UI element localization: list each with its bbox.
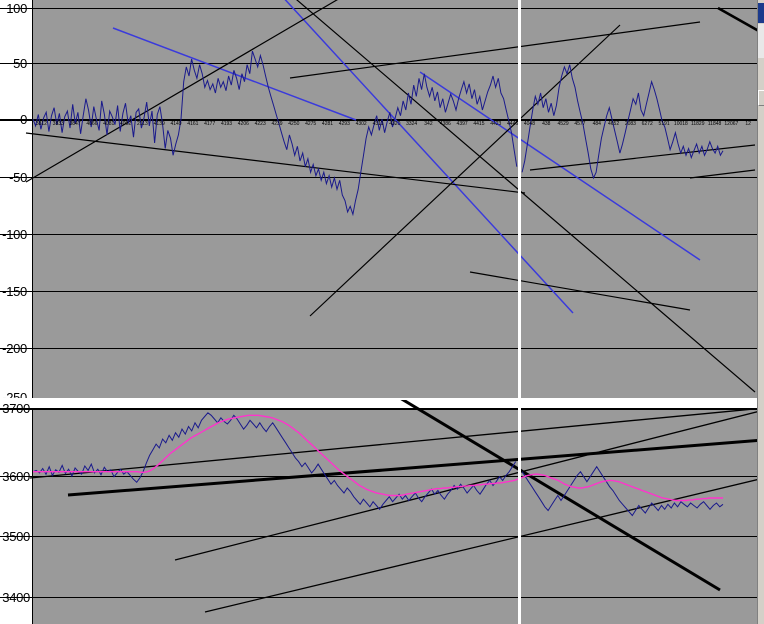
oscillator-xtick-3: 4066 [86, 121, 98, 127]
oscillator-ytick-7: -250 [2, 390, 27, 398]
oscillator-xtick-11: 4193 [220, 121, 233, 127]
oscillator-xtick-6: 2113 [137, 121, 148, 127]
oscillator-xtick-10: 4177 [204, 121, 216, 127]
price-plot-background [32, 408, 518, 624]
oscillator-xtick-26: 4415 [473, 121, 485, 127]
up-black-3[interactable] [309, 24, 621, 317]
oscillator-xtick-37: 5191 [658, 121, 670, 127]
price-line [32, 412, 724, 517]
oscillator-xtick-23: 342 [424, 121, 433, 127]
oscillator-x-tick-labels: 3812 3833 3847 4066 4081 4092 2113 4139 4149 4161… [33, 121, 757, 129]
up-black-1[interactable] [25, 0, 347, 183]
down-black-2[interactable] [290, 0, 756, 393]
oscillator-plot-background-right [521, 0, 757, 398]
up-thick-black-1[interactable] [67, 439, 757, 497]
oscillator-xtick-24: 4386 [439, 121, 451, 127]
price-ytick-2: 3500 [2, 529, 30, 544]
oscillator-xtick-13: 4223 [254, 121, 266, 127]
oscillator-ytick-5: -150 [2, 284, 27, 299]
oscillator-xtick-25: 4397 [456, 121, 468, 127]
down-thick-black-1[interactable] [400, 400, 721, 592]
up-black-1[interactable] [174, 410, 757, 561]
oscillator-ytick-6: -200 [2, 341, 27, 356]
oscillator-xtick-34: 4652 [608, 121, 620, 127]
oscillator-xtick-39: 11829 [690, 121, 705, 127]
oscillator-xtick-21: 4320 [389, 121, 401, 127]
oscillator-xtick-38: 10018 [673, 121, 688, 127]
oscillator-xtick-40: 11848 [707, 121, 722, 127]
down-black-thick[interactable] [717, 6, 757, 34]
oscillator-xtick-36: 6272 [641, 121, 653, 127]
oscillator-xtick-17: 4281 [321, 121, 334, 127]
price-ytick-1: 3600 [2, 469, 30, 484]
oscillator-xtick-33: 484 [592, 121, 601, 127]
down-blue-1[interactable] [112, 27, 357, 121]
oscillator-xtick-7: 4139 [153, 121, 165, 127]
moving-average-line [33, 414, 723, 502]
oscillator-panel: 100 50 0 -50 -100 -150 -200 -250 3812 383… [0, 0, 757, 398]
oscillator-xtick-2: 3847 [69, 121, 81, 127]
oscillator-xtick-8: 4149 [170, 121, 182, 127]
scrollbar-thumb[interactable] [758, 3, 764, 23]
oscillator-xtick-20: 4311 [372, 121, 384, 127]
oscillator-ytick-3: -50 [9, 170, 27, 185]
price-ytick-3: 3400 [2, 590, 30, 605]
oscillator-xtick-30: 438 [542, 121, 551, 127]
oscillator-ytick-0: 100 [6, 1, 27, 16]
price-pane-separator [518, 408, 521, 624]
oscillator-xtick-41: 12067 [724, 121, 739, 127]
up-black-4[interactable] [689, 169, 756, 179]
oscillator-y-axis [32, 0, 33, 398]
up-black-5[interactable] [529, 144, 756, 171]
oscillator-xtick-22: 3324 [406, 121, 418, 127]
oscillator-xtick-4: 4081 [103, 121, 115, 127]
oscillator-xtick-9: 4161 [187, 121, 199, 127]
oscillator-xtick-16: 4275 [305, 121, 317, 127]
oscillator-xtick-31: 4529 [557, 121, 569, 127]
oscillator-ytick-1: 50 [13, 56, 27, 71]
down-blue-2[interactable] [280, 0, 574, 314]
scrollbar-button[interactable] [758, 90, 764, 106]
oscillator-xtick-28: 4446 [507, 121, 519, 127]
oscillator-xtick-15: 4250 [288, 121, 300, 127]
up-black-2[interactable] [204, 478, 757, 613]
oscillator-line [32, 50, 724, 217]
price-panel: 3700 3600 3500 3400 [0, 400, 757, 624]
oscillator-xtick-32: 4577 [574, 121, 586, 127]
oscillator-xtick-29: 4048 [523, 121, 535, 127]
oscillator-ytick-4: -100 [2, 227, 27, 242]
oscillator-xtick-0: 3812 [35, 121, 47, 127]
oscillator-xtick-14: 4239 [271, 121, 283, 127]
oscillator-xtick-19: 4302 [355, 121, 367, 127]
down-black-1[interactable] [25, 132, 526, 194]
price-ytick-0: 3700 [2, 401, 30, 416]
oscillator-xtick-35: 2083 [624, 121, 636, 127]
up-black-3[interactable] [29, 408, 757, 479]
oscillator-series-canvas [25, 0, 757, 393]
oscillator-xtick-18: 4293 [338, 121, 350, 127]
oscillator-xtick-5: 4092 [119, 121, 132, 127]
oscillator-plot-background [32, 0, 518, 398]
down-black-3[interactable] [469, 271, 691, 311]
scrollbar-track-upper[interactable] [758, 24, 764, 58]
vertical-scrollbar[interactable] [757, 0, 764, 624]
up-black-2[interactable] [289, 21, 701, 79]
oscillator-xtick-42: 12 [745, 121, 751, 127]
oscillator-xtick-12: 4206 [237, 121, 249, 127]
oscillator-xtick-1: 3833 [52, 121, 64, 127]
down-blue-3[interactable] [419, 71, 701, 261]
oscillator-ytick-2: 0 [20, 112, 27, 127]
price-series-canvas [29, 400, 757, 613]
oscillator-xtick-27: 4423 [490, 121, 502, 127]
price-y-axis [32, 408, 33, 624]
oscillator-pane-separator [518, 0, 521, 398]
